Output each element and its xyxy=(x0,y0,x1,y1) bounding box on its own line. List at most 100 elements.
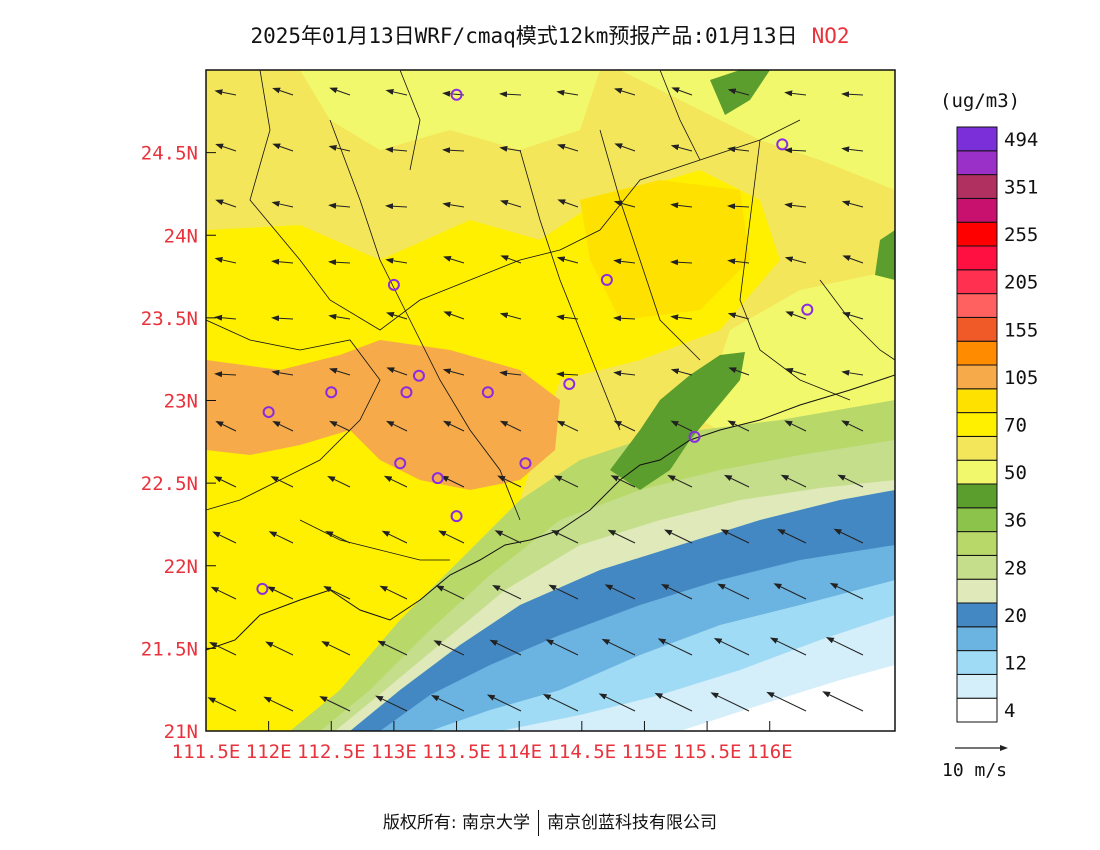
wind-arrow xyxy=(494,530,522,544)
station-marker xyxy=(256,582,269,595)
wind-arrow xyxy=(557,199,579,208)
lat-tick-label: 21.5N xyxy=(141,638,198,660)
legend-swatch xyxy=(956,340,998,366)
wind-scale-label: 10 m/s xyxy=(942,760,1008,781)
legend-label: 70 xyxy=(1004,415,1027,437)
wind-arrow xyxy=(613,315,636,322)
wind-arrow xyxy=(268,531,294,544)
wind-arrow xyxy=(329,87,351,96)
lat-tick-label: 24.5N xyxy=(141,143,198,165)
wind-arrow xyxy=(780,474,807,488)
wind-arrow xyxy=(377,640,408,656)
wind-arrow xyxy=(601,638,636,656)
lon-tick-label: 114.5E xyxy=(547,741,616,763)
copyright-owner: 版权所有: 南京大学 xyxy=(382,813,531,833)
legend-swatch xyxy=(956,269,998,295)
wind-arrow xyxy=(213,476,237,488)
legend-swatch xyxy=(956,602,998,628)
wind-arrow xyxy=(784,368,807,376)
lon-tick-label: 113.5E xyxy=(422,741,491,763)
lon-tick-label: 116E xyxy=(747,741,793,763)
wind-arrow xyxy=(440,475,465,488)
copyright-company: 南京创蓝科技有限公司 xyxy=(547,813,718,833)
lon-tick-label: 113E xyxy=(371,741,417,763)
wind-arrow xyxy=(492,585,522,600)
wind-arrow xyxy=(271,201,294,208)
wind-arrow xyxy=(214,89,237,96)
wind-arrow xyxy=(328,368,351,376)
wind-arrow xyxy=(727,88,750,96)
legend-label: 4 xyxy=(1004,700,1015,722)
wind-arrow xyxy=(833,528,864,544)
wind-arrow xyxy=(657,638,693,656)
lon-tick-label: 112.5E xyxy=(297,741,366,763)
pollutant-label: NO2 xyxy=(811,24,850,48)
wind-arrow xyxy=(613,258,636,265)
concentration-field xyxy=(206,70,895,731)
legend-label: 50 xyxy=(1004,462,1027,484)
wind-arrow xyxy=(784,90,807,97)
wind-arrow xyxy=(551,530,579,544)
wind-arrow xyxy=(727,203,750,210)
wind-arrow xyxy=(386,367,408,376)
legend-swatch xyxy=(956,435,998,461)
wind-arrow xyxy=(442,201,465,208)
station-marker xyxy=(387,278,400,291)
legend-swatch xyxy=(956,531,998,556)
wind-arrow xyxy=(499,91,522,98)
station-marker xyxy=(412,369,425,382)
legend-label: 12 xyxy=(1004,653,1027,675)
wind-arrow xyxy=(710,692,750,712)
wind-arrow xyxy=(325,531,351,544)
wind-arrow xyxy=(210,586,237,600)
legend-swatch xyxy=(956,174,998,199)
wind-arrow xyxy=(822,691,864,712)
station-marker xyxy=(481,386,494,399)
wind-arrow xyxy=(375,695,408,712)
legend-swatch xyxy=(956,507,998,533)
station-marker xyxy=(325,386,338,399)
wind-arrow xyxy=(613,200,636,208)
wind-arrow xyxy=(784,256,807,264)
wind-arrow xyxy=(266,586,294,600)
wind-arrow xyxy=(272,143,294,152)
wind-arrow xyxy=(598,693,636,712)
legend-swatch xyxy=(956,673,998,699)
lat-tick-label: 22N xyxy=(164,556,198,578)
legend-swatch xyxy=(956,626,998,652)
wind-arrow xyxy=(613,88,636,96)
legend-swatch xyxy=(956,364,998,390)
wind-arrow xyxy=(386,420,408,432)
station-marker xyxy=(400,386,413,399)
copyright-separator xyxy=(538,810,540,836)
legend-swatch xyxy=(956,578,998,604)
wind-arrow xyxy=(841,369,864,376)
wind-arrow xyxy=(442,147,465,154)
legend-swatch xyxy=(956,150,998,176)
wind-arrow xyxy=(327,475,351,488)
wind-arrow xyxy=(784,202,807,209)
wind-arrow xyxy=(613,370,636,377)
legend-swatch xyxy=(956,554,998,580)
wind-arrow xyxy=(556,314,579,321)
field-band-below-4 xyxy=(680,665,895,731)
wind-arrow xyxy=(435,585,465,600)
axis-ticks: 111.5E 112E 112.5E 113E 113.5E 114E 114.5E 115E… xyxy=(141,143,793,763)
station-marker xyxy=(600,273,613,286)
legend-swatch xyxy=(956,245,998,271)
wind-arrow xyxy=(723,474,750,488)
legend-swatch xyxy=(956,697,998,723)
field-patch-green-edge xyxy=(875,230,895,280)
legend-label: 494 xyxy=(1004,129,1038,151)
wind-arrow xyxy=(328,313,351,320)
station-marker xyxy=(776,138,789,151)
wind-arrow xyxy=(727,146,750,153)
monitoring-stations xyxy=(256,88,814,595)
wind-arrow xyxy=(214,371,237,378)
wind-arrow xyxy=(841,200,864,208)
wind-arrow xyxy=(385,146,408,153)
wind-arrow xyxy=(664,529,693,544)
wind-arrow xyxy=(214,257,237,264)
wind-arrow xyxy=(670,144,693,152)
